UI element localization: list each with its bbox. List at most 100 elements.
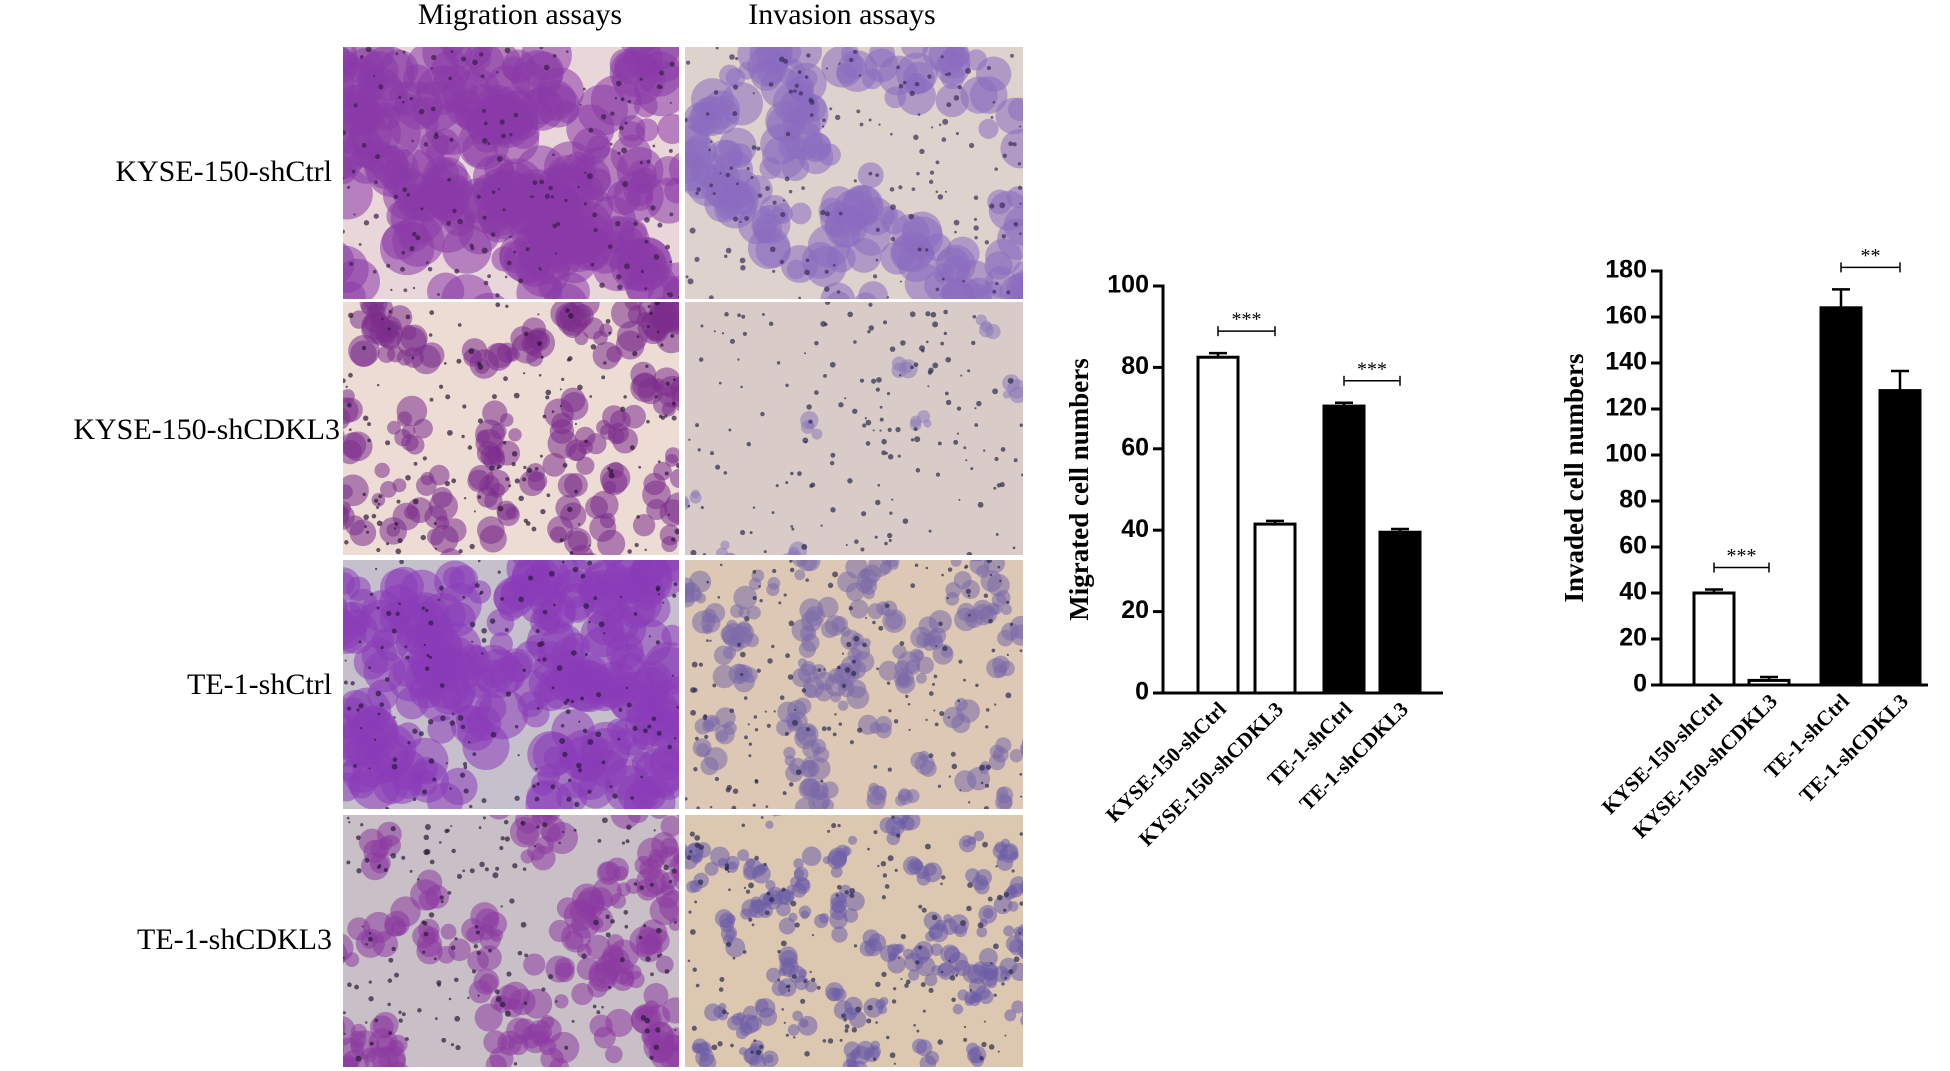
cell-dot	[685, 118, 688, 122]
cell-dot	[794, 83, 799, 88]
cell-dot	[694, 835, 701, 841]
cell-cluster	[511, 333, 542, 364]
cell-dot	[888, 709, 892, 713]
cell-dot	[965, 67, 972, 74]
cell-dot	[601, 817, 608, 824]
cell-dot	[345, 385, 348, 388]
cell-dot	[759, 598, 763, 603]
cell-dot	[440, 715, 446, 721]
cell-dot	[945, 399, 952, 406]
cell-dot	[989, 573, 993, 577]
micrograph	[343, 815, 679, 1067]
cell-dot	[614, 97, 618, 100]
cell-dot	[405, 314, 411, 320]
cell-cluster	[610, 643, 647, 680]
cell-dot	[793, 1036, 796, 1039]
cell-dot	[905, 694, 909, 699]
cell-cluster	[377, 345, 396, 363]
cell-dot	[617, 737, 621, 741]
cell-dot	[671, 868, 677, 874]
cell-cluster	[954, 697, 968, 711]
cell-cluster	[505, 506, 519, 520]
cell-dot	[956, 432, 960, 435]
cell-dot	[427, 266, 433, 272]
cell-dot	[763, 862, 767, 867]
cell-dot	[881, 450, 887, 456]
cell-dot	[877, 864, 880, 868]
cell-dot	[995, 281, 999, 286]
cell-dot	[994, 167, 998, 171]
cell-dot	[506, 971, 512, 977]
cell-cluster	[720, 540, 730, 550]
cell-dot	[728, 888, 731, 892]
cell-dot	[491, 190, 496, 194]
cell-dot	[797, 471, 802, 476]
cell-dot	[778, 601, 782, 605]
cell-dot	[1019, 232, 1022, 236]
cell-dot	[771, 644, 775, 649]
cell-dot	[459, 772, 466, 778]
cell-dot	[542, 414, 547, 419]
cell-dot	[608, 472, 615, 479]
cell-dot	[977, 922, 984, 929]
cell-dot	[744, 735, 748, 740]
cell-dot	[875, 1021, 878, 1024]
cell-cluster	[343, 484, 353, 500]
cell-dot	[887, 855, 894, 862]
cell-cluster	[535, 836, 555, 855]
cell-cluster	[604, 1045, 623, 1064]
cell-cluster	[1021, 739, 1023, 751]
cell-dot	[523, 1001, 528, 1005]
cell-cluster	[1003, 925, 1015, 937]
cell-dot	[413, 461, 418, 466]
cell-dot	[647, 305, 651, 308]
cell-dot	[970, 467, 974, 471]
cell-dot	[823, 373, 827, 378]
cell-dot	[444, 480, 451, 487]
cell-cluster	[669, 468, 679, 489]
cell-dot	[881, 438, 887, 445]
cell-cluster	[651, 831, 678, 859]
cell-dot	[665, 381, 670, 386]
cell-dot	[424, 824, 431, 830]
cell-dot	[931, 914, 938, 921]
cell-dot	[882, 873, 888, 878]
cell-cluster	[807, 757, 831, 780]
cell-dot	[921, 907, 927, 913]
cell-cluster	[343, 501, 352, 515]
cell-dot	[981, 1041, 987, 1048]
cell-dot	[399, 560, 404, 565]
cell-dot	[518, 278, 524, 284]
cell-dot	[522, 867, 527, 871]
cell-dot	[739, 220, 742, 224]
cell-dot	[788, 89, 793, 94]
cell-dot	[396, 499, 401, 504]
cell-dot	[391, 763, 398, 770]
cell-dot	[522, 477, 527, 482]
cell-dot	[467, 741, 471, 744]
cell-dot	[363, 220, 370, 226]
cell-dot	[921, 349, 925, 353]
cell-dot	[373, 738, 377, 741]
cell-dot	[428, 758, 435, 764]
cell-dot	[902, 518, 909, 524]
cell-dot	[909, 311, 916, 318]
cell-dot	[444, 828, 449, 834]
cell-dot	[771, 511, 775, 515]
cell-cluster	[703, 714, 721, 732]
cell-dot	[593, 596, 598, 600]
cell-dot	[406, 193, 411, 197]
cell-dot	[586, 173, 593, 180]
cell-dot	[566, 796, 572, 802]
cell-dot	[525, 521, 531, 526]
cell-dot	[714, 776, 720, 782]
cell-cluster	[662, 997, 679, 1024]
cell-dot	[426, 261, 429, 264]
cell-dot	[427, 719, 434, 725]
cell-dot	[639, 885, 645, 891]
cell-dot	[913, 1023, 916, 1027]
cell-dot	[719, 563, 723, 567]
cell-dot	[551, 410, 555, 413]
cell-dot	[1003, 908, 1007, 912]
cell-dot	[1002, 153, 1007, 159]
